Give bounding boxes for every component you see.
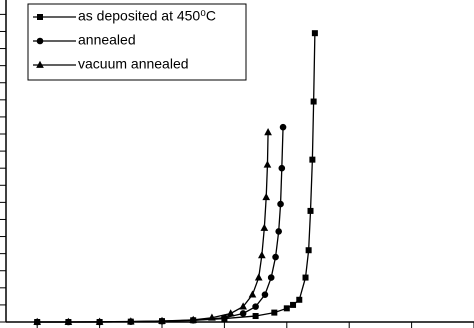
marker bbox=[158, 316, 166, 324]
marker bbox=[275, 228, 282, 235]
marker bbox=[302, 274, 309, 281]
marker bbox=[261, 291, 269, 298]
marker bbox=[305, 247, 312, 254]
marker bbox=[267, 274, 275, 281]
marker bbox=[290, 301, 297, 308]
marker bbox=[296, 296, 303, 303]
marker bbox=[189, 315, 198, 323]
marker bbox=[95, 317, 104, 325]
marker bbox=[252, 303, 259, 310]
marker bbox=[239, 302, 247, 310]
marker bbox=[311, 30, 318, 37]
marker bbox=[278, 164, 286, 172]
legend-marker bbox=[36, 37, 44, 45]
marker bbox=[260, 223, 269, 231]
marker bbox=[264, 128, 272, 136]
marker bbox=[272, 253, 279, 261]
legend-label: annealed bbox=[78, 32, 136, 48]
legend-marker bbox=[36, 60, 44, 68]
series-line bbox=[37, 127, 284, 323]
marker bbox=[254, 273, 263, 281]
marker bbox=[64, 317, 73, 325]
marker bbox=[283, 305, 290, 312]
marker bbox=[271, 309, 278, 316]
marker bbox=[307, 207, 314, 214]
legend-label: vacuum annealed bbox=[78, 56, 189, 72]
marker bbox=[279, 123, 287, 131]
marker bbox=[263, 160, 272, 168]
marker bbox=[208, 313, 216, 321]
marker bbox=[310, 98, 317, 105]
marker bbox=[262, 192, 271, 201]
marker bbox=[33, 317, 42, 325]
marker bbox=[126, 317, 135, 325]
series-line bbox=[37, 132, 269, 323]
marker bbox=[309, 156, 316, 163]
legend-label: as deposited at 450⁰C bbox=[78, 8, 216, 24]
legend-marker bbox=[37, 14, 43, 20]
marker bbox=[277, 200, 284, 208]
marker bbox=[226, 309, 235, 317]
marker bbox=[248, 290, 257, 298]
marker bbox=[252, 313, 259, 320]
marker bbox=[239, 310, 247, 317]
marker bbox=[258, 251, 266, 259]
